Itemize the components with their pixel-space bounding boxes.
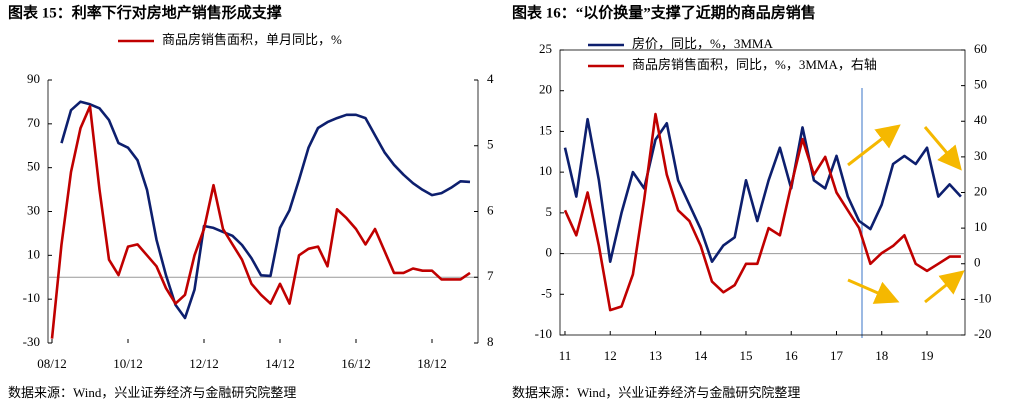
- y2-tick-label: 5: [487, 137, 494, 152]
- y-tick-label: 5: [546, 204, 553, 219]
- y2-tick-label: 50: [974, 77, 987, 92]
- x-tick-label: 15: [739, 348, 752, 363]
- x-tick-label: 16/12: [341, 356, 371, 371]
- y-tick-label: 25: [539, 41, 552, 56]
- y2-tick-label: 0: [974, 255, 981, 270]
- y2-tick-label: 8: [487, 334, 494, 349]
- x-tick-label: 08/12: [37, 356, 67, 371]
- x-tick-label: 18/12: [417, 356, 447, 371]
- x-tick-label: 11: [559, 348, 572, 363]
- y-tick-label: -10: [23, 290, 40, 305]
- series-line: [563, 117, 962, 263]
- y-tick-label: -5: [541, 285, 552, 300]
- y-tick-label: 30: [27, 202, 40, 217]
- x-tick-label: 14: [694, 348, 708, 363]
- y-tick-label: 15: [539, 122, 552, 137]
- y-tick-label: 90: [27, 71, 40, 86]
- y-tick-label: 10: [27, 246, 40, 261]
- series-line: [60, 100, 471, 320]
- x-tick-label: 16: [785, 348, 799, 363]
- legend-label: 房价，同比，%，3MMA: [632, 36, 773, 51]
- y2-tick-label: -10: [974, 290, 991, 305]
- series-line: [563, 112, 961, 312]
- y-tick-label: -30: [23, 334, 40, 349]
- y2-tick-label: -20: [974, 326, 991, 341]
- y2-tick-label: 60: [974, 41, 987, 56]
- y2-tick-label: 7: [487, 268, 494, 283]
- x-tick-label: 10/12: [113, 356, 143, 371]
- y-tick-label: 70: [27, 115, 40, 130]
- x-tick-label: 19: [920, 348, 933, 363]
- y2-tick-label: 30: [974, 148, 987, 163]
- chart-title: 图表 15：利率下行对房地产销售形成支撑: [8, 3, 282, 21]
- y2-tick-label: 6: [487, 202, 494, 217]
- source: 数据来源：Wind，兴业证券经济与金融研究院整理: [512, 385, 800, 400]
- plot-frame: [559, 49, 966, 336]
- x-tick-label: 12: [604, 348, 617, 363]
- y-tick-label: 0: [546, 245, 553, 260]
- x-tick-label: 18: [875, 348, 888, 363]
- source: 数据来源：Wind，兴业证券经济与金融研究院整理: [8, 385, 296, 400]
- x-tick-label: 14/12: [265, 356, 295, 371]
- y-tick-label: 20: [539, 82, 552, 97]
- y2-tick-label: 4: [487, 71, 494, 86]
- x-tick-label: 17: [830, 348, 844, 363]
- y2-tick-label: 10: [974, 219, 987, 234]
- y2-tick-label: 20: [974, 183, 987, 198]
- legend-label: 商品房销售面积，同比，%，3MMA，右轴: [632, 57, 877, 72]
- arrows: [847, 124, 965, 304]
- y-tick-label: 50: [27, 159, 40, 174]
- x-tick-label: 13: [649, 348, 662, 363]
- x-tick-label: 12/12: [189, 356, 219, 371]
- y2-tick-label: 40: [974, 112, 987, 127]
- chart-title: 图表 16：“以价换量”支撑了近期的商品房销售: [512, 3, 816, 21]
- legend-label: 商品房销售面积，单月同比，%: [162, 32, 342, 47]
- series-line: [50, 105, 471, 339]
- y-tick-label: 10: [539, 163, 552, 178]
- y-tick-label: -10: [535, 326, 552, 341]
